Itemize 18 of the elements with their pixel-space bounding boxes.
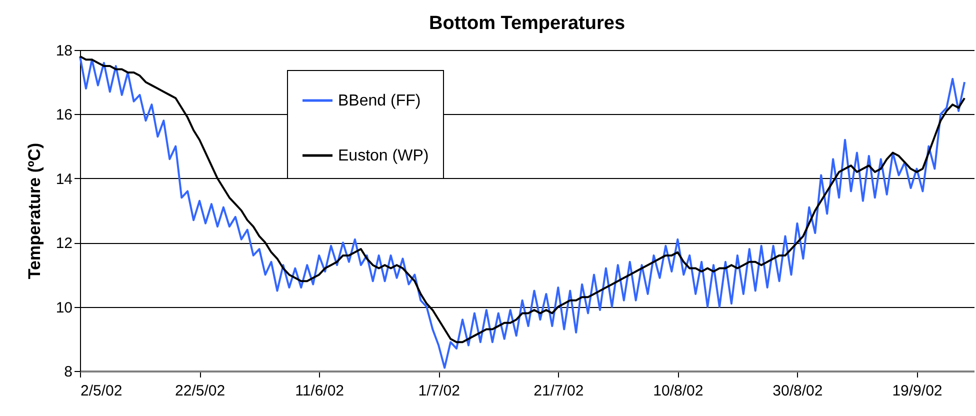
x-tick-label: 2/5/02: [80, 382, 122, 400]
legend-label: Euston (WP): [338, 148, 429, 164]
y-tick-label: 10: [56, 299, 72, 316]
y-tick-label: 16: [56, 106, 72, 124]
x-tick-label: 30/8/02: [772, 382, 823, 400]
x-tick-label: 19/9/02: [892, 382, 942, 400]
x-tick-label: 1/7/02: [418, 382, 460, 400]
x-tick-label: 21/7/02: [534, 382, 584, 400]
y-tick-label: 18: [56, 42, 72, 60]
x-tick-label: 11/6/02: [295, 382, 344, 400]
x-tick-label: 22/5/02: [175, 382, 226, 400]
chart-title: Bottom Temperatures: [428, 13, 626, 34]
y-axis-title: Temperature (ºC): [24, 142, 44, 280]
legend-label: BBend (FF): [338, 92, 421, 110]
x-tick-label: 10/8/02: [653, 382, 704, 400]
y-tick-label: 8: [64, 364, 72, 380]
y-tick-label: 12: [56, 235, 72, 252]
y-tick-label: 14: [56, 170, 72, 188]
